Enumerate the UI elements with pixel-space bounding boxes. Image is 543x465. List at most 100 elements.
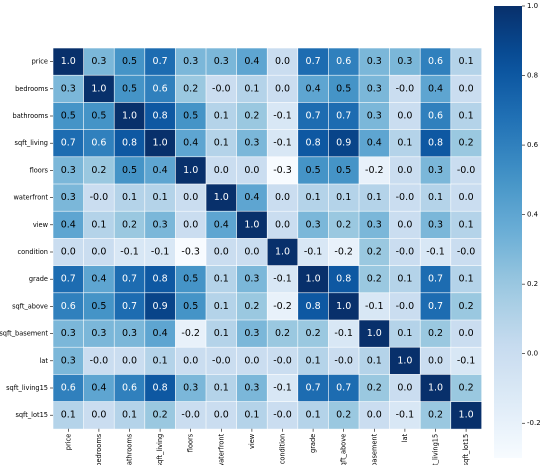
cell-value-label: 0.4	[91, 383, 106, 394]
heatmap-cell	[52, 47, 85, 76]
cell-value-label: 0.3	[244, 274, 259, 285]
cell-value-label: 0.8	[122, 138, 137, 149]
cell-value-label: 0.4	[306, 83, 321, 94]
cell-value-label: 0.4	[153, 328, 168, 339]
heatmap-cell	[450, 102, 482, 131]
heatmap-cell	[205, 129, 238, 158]
heatmap-cell	[358, 183, 391, 212]
cell-value-label: 0.7	[306, 383, 321, 394]
cell-value-label: 0.0	[367, 410, 382, 421]
heatmap-cell	[175, 374, 207, 403]
heatmap-cell	[52, 265, 85, 294]
heatmap-cell	[144, 238, 177, 267]
cell-value-label: 0.2	[275, 328, 290, 339]
cell-value-label: 0.4	[214, 219, 229, 230]
cell-value-label: 0.5	[61, 111, 76, 122]
cell-value-label: 1.0	[244, 219, 259, 230]
cell-value-label: -0.3	[273, 165, 292, 176]
heatmap-cell	[266, 374, 299, 403]
y-tick-label: sqft_basement	[0, 330, 48, 338]
cell-value-label: 0.3	[91, 328, 106, 339]
cell-value-label: 0.5	[183, 301, 198, 312]
cell-value-label: 0.1	[459, 219, 474, 230]
heatmap-cell	[83, 319, 115, 348]
heatmap-cell	[450, 183, 482, 212]
y-tick-label: grade	[29, 275, 48, 283]
y-tick-label: sqft_above	[12, 302, 48, 310]
cell-value-label: 1.0	[459, 410, 474, 421]
colorbar-tick-label: 0.2	[527, 280, 538, 288]
heatmap-cell	[389, 319, 421, 348]
cell-value-label: -0.1	[273, 111, 292, 122]
cell-value-label: -0.0	[457, 165, 476, 176]
cell-value-label: -0.0	[273, 410, 292, 421]
cell-value-label: 0.4	[244, 56, 259, 67]
cell-value-label: -0.1	[334, 328, 353, 339]
y-tick-label: view	[33, 221, 49, 229]
heatmap-cell	[175, 74, 207, 103]
cell-value-label: 0.8	[336, 274, 351, 285]
cell-value-label: 0.8	[153, 383, 168, 394]
y-tick-label: lat	[40, 357, 49, 365]
x-tick-label: lat	[401, 433, 409, 442]
cell-value-label: 0.0	[244, 165, 259, 176]
cell-value-label: 0.5	[91, 111, 106, 122]
cell-value-label: 0.2	[122, 219, 137, 230]
heatmap-cell	[236, 183, 268, 212]
cell-value-label: 0.3	[306, 219, 321, 230]
heatmap-cell	[389, 47, 421, 76]
cell-value-label: 0.3	[61, 328, 76, 339]
cell-value-label: 1.0	[336, 301, 351, 312]
heatmap-cell	[205, 183, 238, 212]
cell-value-label: -0.1	[273, 274, 292, 285]
heatmap-cell	[297, 374, 329, 403]
cell-value-label: -0.0	[212, 83, 231, 94]
cell-value-label: 0.1	[306, 192, 321, 203]
cell-value-label: 0.1	[153, 355, 168, 366]
cell-value-label: 0.3	[183, 56, 198, 67]
colorbar-tick-label: 1.0	[527, 2, 538, 10]
heatmap-cell	[52, 401, 85, 430]
cell-value-label: 0.3	[367, 111, 382, 122]
cell-value-label: 0.2	[336, 410, 351, 421]
colorbar-gradient	[494, 6, 522, 458]
cell-value-label: 0.4	[244, 192, 259, 203]
cell-value-label: 0.2	[367, 247, 382, 258]
heatmap-cell	[113, 47, 146, 76]
cell-value-label: -0.0	[396, 192, 415, 203]
heatmap-cell	[52, 102, 85, 131]
cell-value-label: 1.0	[428, 383, 443, 394]
cell-value-label: 0.2	[367, 274, 382, 285]
heatmap-cell	[419, 210, 452, 239]
cell-value-label: 0.0	[183, 219, 198, 230]
heatmap-cell	[450, 401, 482, 430]
heatmap-cell	[266, 265, 299, 294]
cell-value-label: 0.1	[214, 138, 229, 149]
cell-value-label: 0.0	[122, 355, 137, 366]
cell-value-label: 0.4	[367, 138, 382, 149]
heatmap-cell	[175, 319, 207, 348]
cell-value-label: 0.1	[214, 301, 229, 312]
cell-value-label: 0.6	[91, 138, 106, 149]
heatmap-cell	[113, 183, 146, 212]
cell-value-label: -0.3	[181, 247, 200, 258]
cell-value-label: -0.1	[151, 247, 170, 258]
heatmap-cell	[450, 319, 482, 348]
cell-value-label: 1.0	[91, 83, 106, 94]
cell-value-label: 0.1	[244, 83, 259, 94]
heatmap-cell	[419, 156, 452, 185]
x-tick-label: price	[64, 434, 72, 450]
heatmap-cell	[419, 374, 452, 403]
heatmap-cell	[175, 210, 207, 239]
heatmap-cell	[175, 401, 207, 430]
cell-value-label: 0.3	[428, 219, 443, 230]
heatmap-cell	[389, 183, 421, 212]
heatmap-cell	[113, 74, 146, 103]
cell-value-label: -0.0	[181, 410, 200, 421]
y-tick-label: waterfront	[14, 194, 49, 202]
heatmap-cell	[205, 401, 238, 430]
cell-value-label: 0.7	[428, 274, 443, 285]
heatmap-cell	[328, 238, 360, 267]
